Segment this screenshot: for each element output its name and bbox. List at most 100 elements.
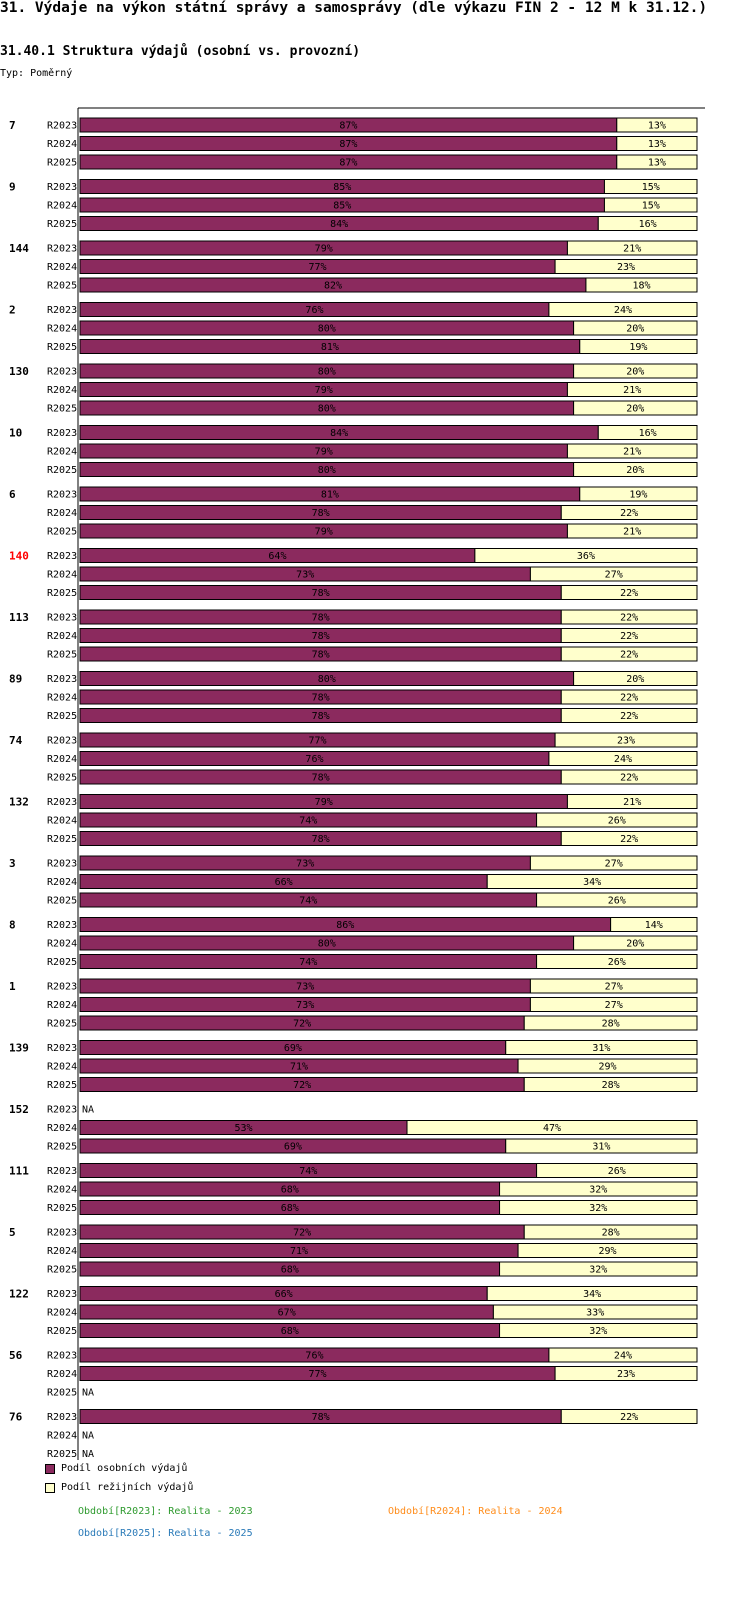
data-label-overhead-132-R2024: 26% <box>608 816 626 827</box>
data-label-personal-8-R2023: 86% <box>336 920 354 931</box>
row-label-6-R2025: R2025 <box>47 527 77 538</box>
row-label-10-R2025: R2025 <box>47 465 77 476</box>
bar-overhead-139-R2025 <box>523 1077 698 1092</box>
row-label-74-R2023: R2023 <box>47 736 77 747</box>
row-label-76-R2025: R2025 <box>47 1449 77 1460</box>
row-label-140-R2023: R2023 <box>47 551 77 562</box>
row-label-1-R2024: R2024 <box>47 1000 77 1011</box>
bar-overhead-2-R2025 <box>579 339 698 354</box>
data-label-overhead-6-R2025: 21% <box>623 527 641 538</box>
row-label-8-R2024: R2024 <box>47 939 77 950</box>
group-label-2: 2 <box>9 304 16 317</box>
group-label-89: 89 <box>9 673 22 686</box>
group-label-6: 6 <box>9 488 16 501</box>
data-label-personal-89-R2025: 78% <box>312 711 330 722</box>
data-label-personal-74-R2023: 77% <box>309 736 327 747</box>
data-label-personal-113-R2023: 78% <box>312 613 330 624</box>
data-label-overhead-152-R2025: 31% <box>592 1142 610 1153</box>
bar-overhead-130-R2025 <box>573 400 698 416</box>
data-label-overhead-10-R2023: 16% <box>639 428 657 439</box>
bar-overhead-132-R2023 <box>566 794 698 809</box>
data-label-overhead-139-R2023: 31% <box>592 1043 610 1054</box>
bar-overhead-140-R2025 <box>560 585 698 600</box>
period-note-r2023: Období[R2023]: Realita - 2023 <box>78 1506 253 1517</box>
bar-overhead-2-R2023 <box>548 302 698 317</box>
row-label-2-R2025: R2025 <box>47 342 77 353</box>
bar-overhead-89-R2024 <box>560 689 698 705</box>
row-label-10-R2023: R2023 <box>47 428 77 439</box>
data-label-overhead-122-R2025: 32% <box>589 1326 607 1337</box>
data-label-personal-144-R2025: 82% <box>324 281 342 292</box>
data-label-personal-2-R2025: 81% <box>321 342 339 353</box>
data-label-personal-139-R2024: 71% <box>290 1062 308 1073</box>
data-label-overhead-132-R2023: 21% <box>623 797 641 808</box>
bar-overhead-113-R2023 <box>560 609 698 625</box>
data-label-personal-74-R2024: 76% <box>305 754 323 765</box>
bar-overhead-144-R2023 <box>566 240 698 256</box>
data-label-overhead-1-R2024: 27% <box>605 1000 623 1011</box>
data-label-personal-113-R2025: 78% <box>312 650 330 661</box>
row-label-152-R2024: R2024 <box>47 1123 77 1134</box>
legend-label-overhead: Podíl režijních výdajů <box>61 1482 194 1493</box>
data-label-overhead-130-R2023: 20% <box>626 367 644 378</box>
bar-overhead-130-R2023 <box>573 363 698 379</box>
data-label-personal-56-R2024: 77% <box>309 1369 327 1380</box>
data-label-overhead-6-R2024: 22% <box>620 508 638 519</box>
row-label-139-R2024: R2024 <box>47 1062 77 1073</box>
data-label-overhead-5-R2025: 32% <box>589 1265 607 1276</box>
bar-overhead-132-R2025 <box>560 831 698 846</box>
bar-overhead-89-R2025 <box>560 708 698 723</box>
data-label-personal-152-R2024: 53% <box>234 1123 252 1134</box>
row-label-9-R2023: R2023 <box>47 182 77 193</box>
bar-overhead-6-R2024 <box>560 505 698 520</box>
bar-overhead-3-R2025 <box>536 892 698 908</box>
data-label-personal-1-R2025: 72% <box>293 1019 311 1030</box>
bar-overhead-122-R2023 <box>486 1286 698 1301</box>
data-label-overhead-8-R2024: 20% <box>626 939 644 950</box>
data-label-personal-5-R2025: 68% <box>281 1265 299 1276</box>
bar-overhead-111-R2025 <box>499 1200 698 1215</box>
bar-overhead-1-R2023 <box>529 978 698 994</box>
data-label-overhead-1-R2025: 28% <box>602 1019 620 1030</box>
row-label-89-R2024: R2024 <box>47 693 77 704</box>
row-label-1-R2023: R2023 <box>47 982 77 993</box>
row-label-122-R2024: R2024 <box>47 1308 77 1319</box>
group-label-140: 140 <box>9 550 29 563</box>
bar-overhead-10-R2023 <box>597 425 698 440</box>
bar-overhead-1-R2025 <box>523 1015 698 1031</box>
group-label-122: 122 <box>9 1288 29 1301</box>
data-label-personal-140-R2024: 73% <box>296 570 314 581</box>
data-label-personal-122-R2023: 66% <box>275 1289 293 1300</box>
data-label-personal-2-R2024: 80% <box>318 324 336 335</box>
bar-overhead-113-R2025 <box>560 646 698 662</box>
group-label-7: 7 <box>9 119 16 132</box>
data-label-personal-5-R2024: 71% <box>290 1246 308 1257</box>
data-label-personal-1-R2023: 73% <box>296 982 314 993</box>
na-label-76-R2024: NA <box>82 1431 94 1442</box>
data-label-personal-7-R2025: 87% <box>339 158 357 169</box>
bar-overhead-113-R2024 <box>560 628 698 643</box>
bar-overhead-10-R2025 <box>573 462 698 477</box>
data-label-overhead-2-R2024: 20% <box>626 324 644 335</box>
bar-overhead-6-R2025 <box>566 523 698 539</box>
bar-overhead-9-R2025 <box>597 216 698 231</box>
bar-overhead-3-R2023 <box>529 855 698 871</box>
data-label-overhead-144-R2024: 23% <box>617 262 635 273</box>
bar-overhead-8-R2024 <box>573 935 698 951</box>
na-label-76-R2025: NA <box>82 1449 94 1460</box>
data-label-personal-144-R2024: 77% <box>309 262 327 273</box>
row-label-152-R2023: R2023 <box>47 1105 77 1116</box>
row-label-5-R2024: R2024 <box>47 1246 77 1257</box>
row-label-3-R2024: R2024 <box>47 877 77 888</box>
data-label-overhead-9-R2024: 15% <box>642 201 660 212</box>
data-label-personal-3-R2023: 73% <box>296 859 314 870</box>
group-label-3: 3 <box>9 857 16 870</box>
bar-overhead-111-R2023 <box>536 1163 698 1178</box>
data-label-personal-130-R2025: 80% <box>318 404 336 415</box>
data-label-overhead-74-R2024: 24% <box>614 754 632 765</box>
row-label-111-R2025: R2025 <box>47 1203 77 1214</box>
data-label-personal-122-R2025: 68% <box>281 1326 299 1337</box>
data-label-overhead-8-R2023: 14% <box>645 920 663 931</box>
data-label-overhead-130-R2024: 21% <box>623 385 641 396</box>
row-label-9-R2025: R2025 <box>47 219 77 230</box>
